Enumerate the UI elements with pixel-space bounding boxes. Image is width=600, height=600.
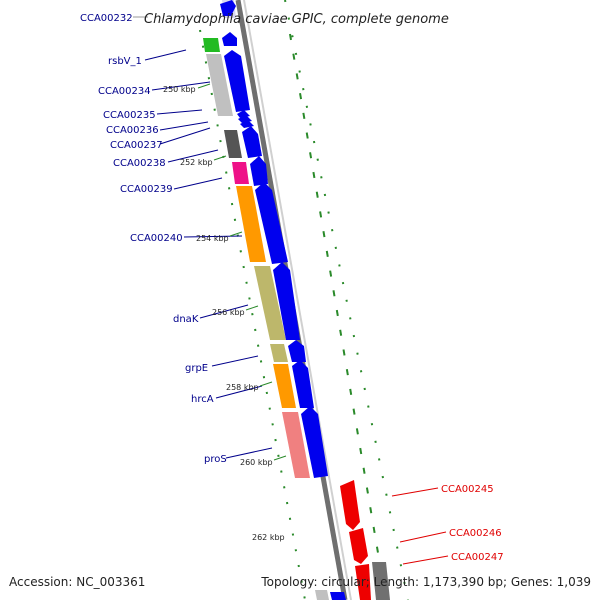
gene-label-CCA00246[interactable]: CCA00246 bbox=[449, 528, 502, 539]
gene-block-CCA00234 bbox=[206, 54, 233, 116]
position-tick-leaders bbox=[197, 83, 287, 461]
gene-label-CCA00247[interactable]: CCA00247 bbox=[451, 552, 504, 563]
gene-label-CCA00239[interactable]: CCA00239 bbox=[120, 184, 173, 195]
genome-title: Chlamydophila caviae GPIC, complete geno… bbox=[144, 12, 449, 27]
gene-block-CCA00238 bbox=[224, 130, 242, 158]
position-label: 262 kbp bbox=[252, 533, 285, 542]
position-label: 258 kbp bbox=[226, 383, 259, 392]
gene-block-grpE bbox=[270, 344, 288, 362]
gene-label-CCA00237[interactable]: CCA00237 bbox=[110, 140, 163, 151]
reverse-gene-arrow bbox=[340, 480, 360, 530]
forward-leader-lines bbox=[133, 16, 273, 459]
forward-gene-arrow bbox=[255, 182, 288, 264]
forward-gene-arrow bbox=[220, 0, 236, 16]
gene-label-CCA00234[interactable]: CCA00234 bbox=[98, 86, 151, 97]
position-label: 250 kbp bbox=[163, 85, 196, 94]
gene-block bbox=[372, 562, 390, 600]
gene-block bbox=[315, 590, 329, 600]
gene-label-proS[interactable]: proS bbox=[204, 454, 227, 465]
outer-tick-ring bbox=[284, 0, 409, 600]
reverse-gene-arrow bbox=[349, 528, 368, 564]
inner-tick-ring bbox=[199, 29, 306, 600]
gene-label-CCA00232[interactable]: CCA00232 bbox=[80, 13, 133, 24]
gene-block-rsbV_1 bbox=[203, 38, 220, 52]
gene-label-dnaK[interactable]: dnaK bbox=[173, 314, 199, 325]
gene-label-CCA00236[interactable]: CCA00236 bbox=[106, 125, 159, 136]
gene-label-rsbV_1[interactable]: rsbV_1 bbox=[108, 56, 142, 67]
gene-label-hrcA[interactable]: hrcA bbox=[191, 394, 214, 405]
forward-gene-arrow bbox=[242, 126, 262, 158]
forward-gene-arrow bbox=[288, 340, 306, 362]
position-label: 256 kbp bbox=[212, 308, 245, 317]
position-label: 252 kbp bbox=[180, 158, 213, 167]
forward-gene-arrow bbox=[222, 32, 237, 46]
gene-label-CCA00238[interactable]: CCA00238 bbox=[113, 158, 166, 169]
genome-backbone-shadow bbox=[243, 0, 352, 600]
gene-label-CCA00240[interactable]: CCA00240 bbox=[130, 233, 183, 244]
gene-label-CCA00235[interactable]: CCA00235 bbox=[103, 110, 156, 121]
gene-block-dnaK bbox=[254, 266, 286, 340]
gene-block-CCA00240 bbox=[236, 186, 266, 262]
position-label: 254 kbp bbox=[196, 234, 229, 243]
forward-gene-arrow bbox=[292, 360, 314, 408]
gene-block-hrcA bbox=[273, 364, 296, 408]
gene-label-CCA00245[interactable]: CCA00245 bbox=[441, 484, 494, 495]
forward-gene-arrow bbox=[250, 156, 268, 186]
gene-block-CCA00239 bbox=[232, 162, 249, 184]
forward-gene-arrow bbox=[301, 406, 328, 478]
gene-block-proS bbox=[282, 412, 310, 478]
forward-gene-arrow bbox=[240, 120, 254, 128]
genome-summary-text: Topology: circular; Length: 1,173,390 bp… bbox=[260, 575, 591, 589]
forward-gene-arrow bbox=[273, 262, 300, 340]
forward-gene-arrow bbox=[224, 50, 250, 112]
reverse-gene-arrow bbox=[355, 564, 371, 600]
outer-tick-ring-inner bbox=[289, 33, 387, 600]
position-label: 260 kbp bbox=[240, 458, 273, 467]
forward-gene-arrow bbox=[330, 592, 346, 600]
accession-text: Accession: NC_003361 bbox=[9, 575, 145, 589]
reverse-leader-lines bbox=[391, 487, 449, 565]
gene-label-grpE[interactable]: grpE bbox=[185, 363, 208, 374]
